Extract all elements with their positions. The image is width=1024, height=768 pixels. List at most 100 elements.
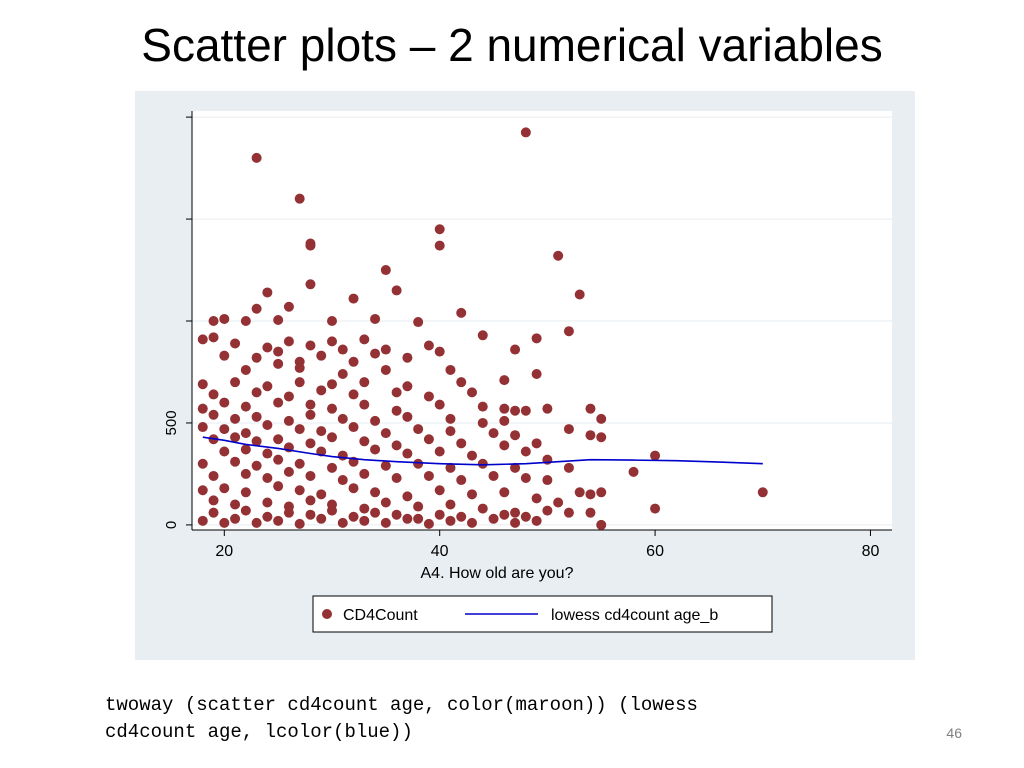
scatter-point-28 (477, 330, 488, 341)
scatter-point-72 (197, 403, 208, 414)
stata-code-caption: twoway (scatter cd4count age, color(maro… (105, 694, 698, 743)
scatter-point-45 (370, 348, 381, 359)
scatter-point-112 (531, 438, 542, 449)
scatter-point-163 (488, 470, 499, 481)
scatter-point-109 (445, 426, 456, 437)
scatter-point-184 (230, 499, 241, 510)
scatter-point-91 (283, 415, 294, 426)
scatter-point-24 (563, 326, 574, 337)
scatter-point-39 (219, 350, 230, 361)
scatter-point-27 (359, 334, 370, 345)
scatter-point-139 (230, 456, 241, 467)
legend-label-cd4count: CD4Count (343, 607, 418, 624)
scatter-chart: 0 500 20 40 60 80 A4. How old are you? CD4Count… (163, 111, 892, 633)
scatter-point-7 (553, 250, 564, 261)
scatter-point-154 (240, 468, 251, 479)
scatter-point-160 (391, 473, 402, 484)
scatter-point-182 (553, 497, 564, 508)
scatter-point-183 (208, 495, 219, 506)
scatter-point-49 (273, 358, 284, 369)
scatter-point-212 (445, 515, 456, 526)
scatter-point-157 (305, 470, 316, 481)
scatter-point-60 (359, 377, 370, 388)
scatter-point-31 (262, 342, 273, 353)
scatter-point-220 (262, 511, 273, 522)
scatter-point-2 (294, 193, 305, 204)
scatter-point-59 (327, 379, 337, 390)
scatter-point-121 (359, 436, 370, 447)
y-tick-label-0: 0 (163, 521, 180, 529)
scatter-point-92 (305, 409, 316, 420)
x-tick-label-20: 20 (215, 543, 233, 560)
scatter-point-66 (283, 391, 294, 402)
scatter-point-5 (434, 224, 445, 235)
scatter-point-107 (380, 428, 391, 439)
scatter-point-85 (499, 403, 510, 414)
scatter-point-77 (327, 403, 337, 414)
scatter-point-189 (359, 503, 370, 514)
scatter-point-173 (294, 485, 305, 496)
scatter-point-8 (380, 265, 391, 276)
scatter-point-175 (348, 483, 359, 494)
scatter-point-203 (251, 517, 262, 528)
scatter-point-201 (219, 517, 230, 528)
scatter-point-19 (240, 316, 251, 327)
scatter-point-99 (563, 424, 574, 435)
scatter-point-179 (467, 489, 477, 500)
scatter-point-15 (283, 301, 294, 312)
scatter-point-74 (240, 401, 251, 412)
scatter-point-50 (294, 362, 305, 373)
scatter-point-108 (413, 424, 424, 435)
scatter-point-123 (423, 434, 434, 445)
scatter-point-75 (273, 397, 284, 408)
x-axis-title: A4. How old are you? (421, 565, 574, 582)
scatter-point-86 (585, 403, 596, 414)
scatter-point-52 (380, 364, 391, 375)
scatter-point-168 (596, 487, 607, 498)
scatter-point-214 (488, 513, 499, 524)
scatter-point-126 (219, 446, 230, 457)
scatter-point-67 (316, 385, 327, 396)
scatter-point-155 (262, 473, 273, 484)
scatter-point-124 (456, 438, 467, 449)
scatter-point-225 (370, 507, 381, 518)
scatter-point-93 (337, 413, 348, 424)
scatter-point-205 (294, 518, 305, 529)
scatter-point-73 (219, 397, 230, 408)
slide-title: Scatter plots – 2 numerical variables (141, 19, 883, 71)
scatter-point-101 (219, 424, 230, 435)
legend-marker-cd4count (322, 609, 332, 619)
scatter-point-65 (251, 387, 262, 398)
scatter-point-138 (197, 458, 208, 469)
scatter-point-145 (380, 460, 391, 471)
scatter-point-13 (456, 307, 467, 318)
scatter-point-226 (391, 509, 402, 520)
scatter-point-56 (230, 377, 241, 388)
scatter-point-22 (370, 313, 381, 324)
scatter-point-169 (197, 485, 208, 496)
scatter-point-195 (542, 505, 553, 516)
scatter-point-110 (488, 428, 499, 439)
scatter-point-125 (499, 440, 510, 451)
scatter-point-215 (510, 517, 521, 528)
scatter-point-151 (628, 466, 639, 477)
x-tick-label-60: 60 (646, 543, 664, 560)
scatter-point-26 (208, 332, 219, 343)
scatter-point-30 (230, 338, 241, 349)
scatter-point-150 (563, 462, 574, 473)
scatter-point-161 (423, 470, 434, 481)
scatter-point-9 (305, 279, 316, 290)
scatter-point-53 (445, 364, 456, 375)
scatter-point-43 (316, 350, 327, 361)
scatter-point-82 (510, 405, 521, 416)
x-tick-label-80: 80 (862, 543, 880, 560)
scatter-point-104 (294, 424, 305, 435)
scatter-point-221 (283, 507, 294, 518)
scatter-point-106 (348, 422, 359, 433)
scatter-point-162 (456, 475, 467, 486)
scatter-point-17 (208, 316, 219, 327)
scatter-point-37 (423, 340, 434, 351)
scatter-point-10 (262, 287, 273, 298)
scatter-point-197 (585, 507, 596, 518)
scatter-point-94 (370, 415, 381, 426)
